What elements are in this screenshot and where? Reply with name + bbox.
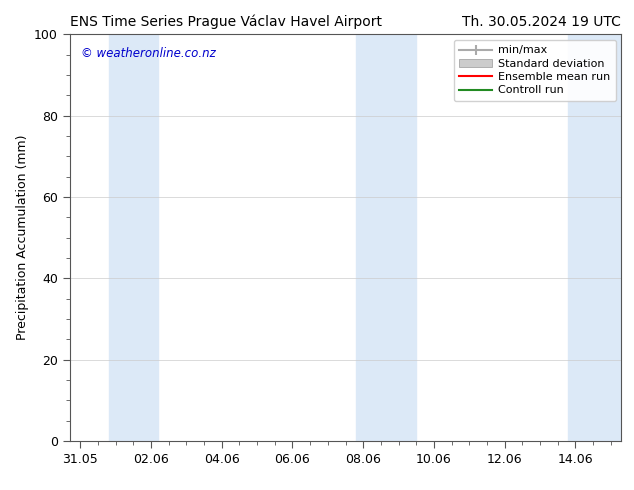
Text: ENS Time Series Prague Václav Havel Airport: ENS Time Series Prague Václav Havel Airp… xyxy=(70,15,382,29)
Bar xyxy=(356,34,417,441)
Text: Th. 30.05.2024 19 UTC: Th. 30.05.2024 19 UTC xyxy=(462,15,621,29)
Legend: min/max, Standard deviation, Ensemble mean run, Controll run: min/max, Standard deviation, Ensemble me… xyxy=(453,40,616,101)
Y-axis label: Precipitation Accumulation (mm): Precipitation Accumulation (mm) xyxy=(15,135,29,341)
Bar xyxy=(108,34,158,441)
Text: © weatheronline.co.nz: © weatheronline.co.nz xyxy=(81,47,216,59)
Bar xyxy=(568,34,621,441)
